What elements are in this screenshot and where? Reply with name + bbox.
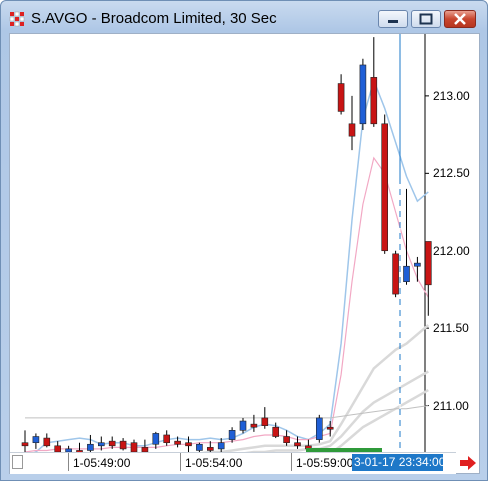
time-label-1: 1-05:49:00 (73, 456, 131, 470)
down-candle (119, 440, 127, 450)
grid-app-icon (9, 11, 25, 27)
maximize-icon (419, 13, 433, 25)
down-candle (250, 423, 258, 428)
moving-average-line (201, 324, 430, 452)
title-bar[interactable]: S.AVGO - Broadcom Limited, 30 Sec (1, 1, 487, 35)
moving-average-line (330, 389, 429, 452)
down-candle (163, 434, 170, 444)
time-label-3: 1-05:59:00 (296, 456, 354, 470)
axis-corner-box[interactable] (12, 455, 23, 469)
down-candle (207, 447, 214, 451)
up-candle (152, 433, 160, 445)
maximize-button[interactable] (411, 10, 441, 28)
moving-average-line (244, 370, 429, 452)
time-tick (291, 453, 292, 471)
up-candle (98, 442, 105, 447)
up-candle (65, 448, 72, 452)
down-candle (108, 440, 116, 447)
close-button[interactable] (444, 10, 476, 28)
down-candle (43, 437, 51, 447)
minimize-icon (388, 20, 398, 23)
down-candle (272, 426, 280, 437)
volume-bar (306, 448, 382, 452)
price-label: 211.00 (433, 398, 469, 413)
down-candle (392, 253, 399, 295)
up-candle (359, 64, 367, 125)
price-label: 212.00 (433, 243, 470, 258)
time-label-2: 1-05:54:00 (185, 456, 243, 470)
down-candle (261, 417, 269, 426)
time-tick (68, 453, 69, 471)
close-icon (454, 13, 466, 25)
up-candle (228, 430, 236, 440)
down-candle (381, 123, 389, 252)
down-candle (130, 442, 138, 452)
down-candle (337, 83, 345, 112)
up-candle (414, 262, 421, 267)
down-candle (424, 241, 432, 286)
time-tick (180, 453, 181, 471)
chart-area[interactable]: 213.00 212.50 212.00 211.50 211.00 1-05:49:0… (9, 33, 480, 474)
down-candle (326, 426, 334, 430)
up-candle (217, 442, 225, 450)
right-arrow-icon[interactable] (459, 455, 477, 471)
up-candle (403, 265, 410, 283)
price-label: 213.00 (433, 88, 470, 103)
up-candle (239, 420, 247, 431)
down-candle (21, 442, 29, 447)
down-candle (370, 77, 378, 125)
current-time-label: 3-01-17 23:34:00 (352, 454, 446, 471)
up-candle (196, 443, 203, 451)
up-candle (315, 417, 323, 440)
down-candle (185, 442, 192, 447)
price-label: 211.50 (433, 321, 469, 336)
minimize-button[interactable] (378, 10, 408, 28)
window-title: S.AVGO - Broadcom Limited, 30 Sec (31, 10, 277, 27)
down-candle (294, 442, 301, 447)
down-candle (174, 440, 181, 445)
price-label: 212.50 (433, 166, 470, 181)
price-chart[interactable] (10, 34, 479, 452)
down-candle (283, 436, 290, 444)
time-axis[interactable]: 1-05:49:00 1-05:54:00 1-05:59:00 3-01-17… (10, 452, 456, 474)
up-candle (87, 443, 94, 451)
moving-average-line (33, 78, 429, 452)
moving-average-line (25, 405, 429, 419)
up-candle (32, 436, 40, 444)
down-candle (141, 447, 149, 452)
down-candle (348, 123, 356, 137)
